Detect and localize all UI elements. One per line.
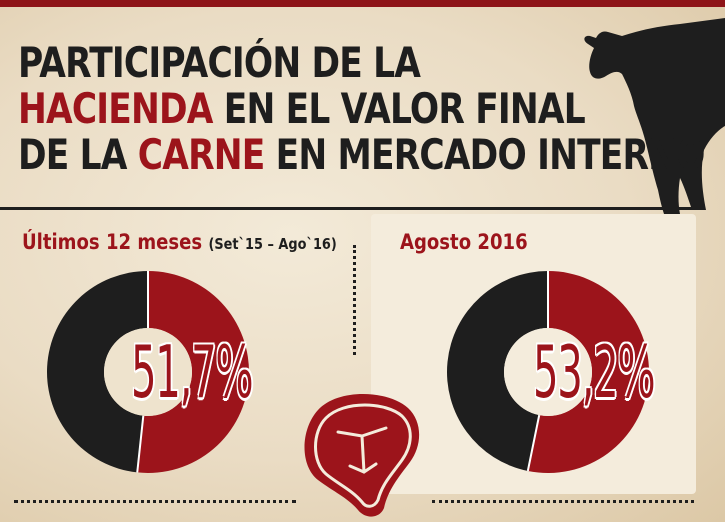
- title-line-2-rest: EN EL VALOR FINAL: [212, 84, 586, 133]
- title-hacienda: HACIENDA: [18, 84, 213, 133]
- donut-2-slice-2: [447, 271, 548, 471]
- donut-chart-2: [447, 271, 650, 473]
- title-line-3-rest: EN MERCADO INTERNO: [264, 130, 706, 179]
- bottom-divider-left: [14, 500, 296, 503]
- bottom-divider-right: [432, 500, 694, 503]
- top-bar: [0, 0, 725, 7]
- steak-icon: [304, 394, 420, 517]
- page-title: PARTICIPACIÓN DE LA HACIENDA EN EL VALOR…: [18, 38, 705, 179]
- donut-1-slice-1: [137, 271, 250, 474]
- chart-1-period: (Set`15 – Ago`16): [208, 235, 337, 253]
- cow-silhouette-icon: [584, 18, 725, 214]
- title-line-3-start: DE LA: [18, 130, 138, 179]
- title-line-3: DE LA CARNE EN MERCADO INTERNO: [18, 130, 705, 179]
- chart-1-title: Últimos 12 meses (Set`15 – Ago`16): [22, 230, 337, 254]
- donut-1-slice-2: [47, 271, 148, 473]
- chart-2-value-label: 53,2%: [533, 330, 656, 414]
- title-line-2: HACIENDA EN EL VALOR FINAL: [18, 84, 586, 133]
- donut-2-separator-2: [526, 414, 541, 472]
- chart-2-title: Agosto 2016: [400, 230, 528, 254]
- donut-1-separator-2: [136, 415, 145, 473]
- chart-1-value-label: 51,7%: [131, 330, 254, 414]
- donut-chart-1: [47, 271, 250, 474]
- donut-1-hole: [104, 328, 192, 416]
- vertical-divider: [353, 245, 356, 355]
- donut-2-slice-1: [527, 271, 650, 473]
- title-divider: [0, 207, 705, 210]
- donut-2-hole: [504, 328, 592, 416]
- chart-1-title-main: Últimos 12 meses: [22, 230, 203, 254]
- title-line-1: PARTICIPACIÓN DE LA: [18, 38, 421, 87]
- title-carne: CARNE: [137, 130, 266, 179]
